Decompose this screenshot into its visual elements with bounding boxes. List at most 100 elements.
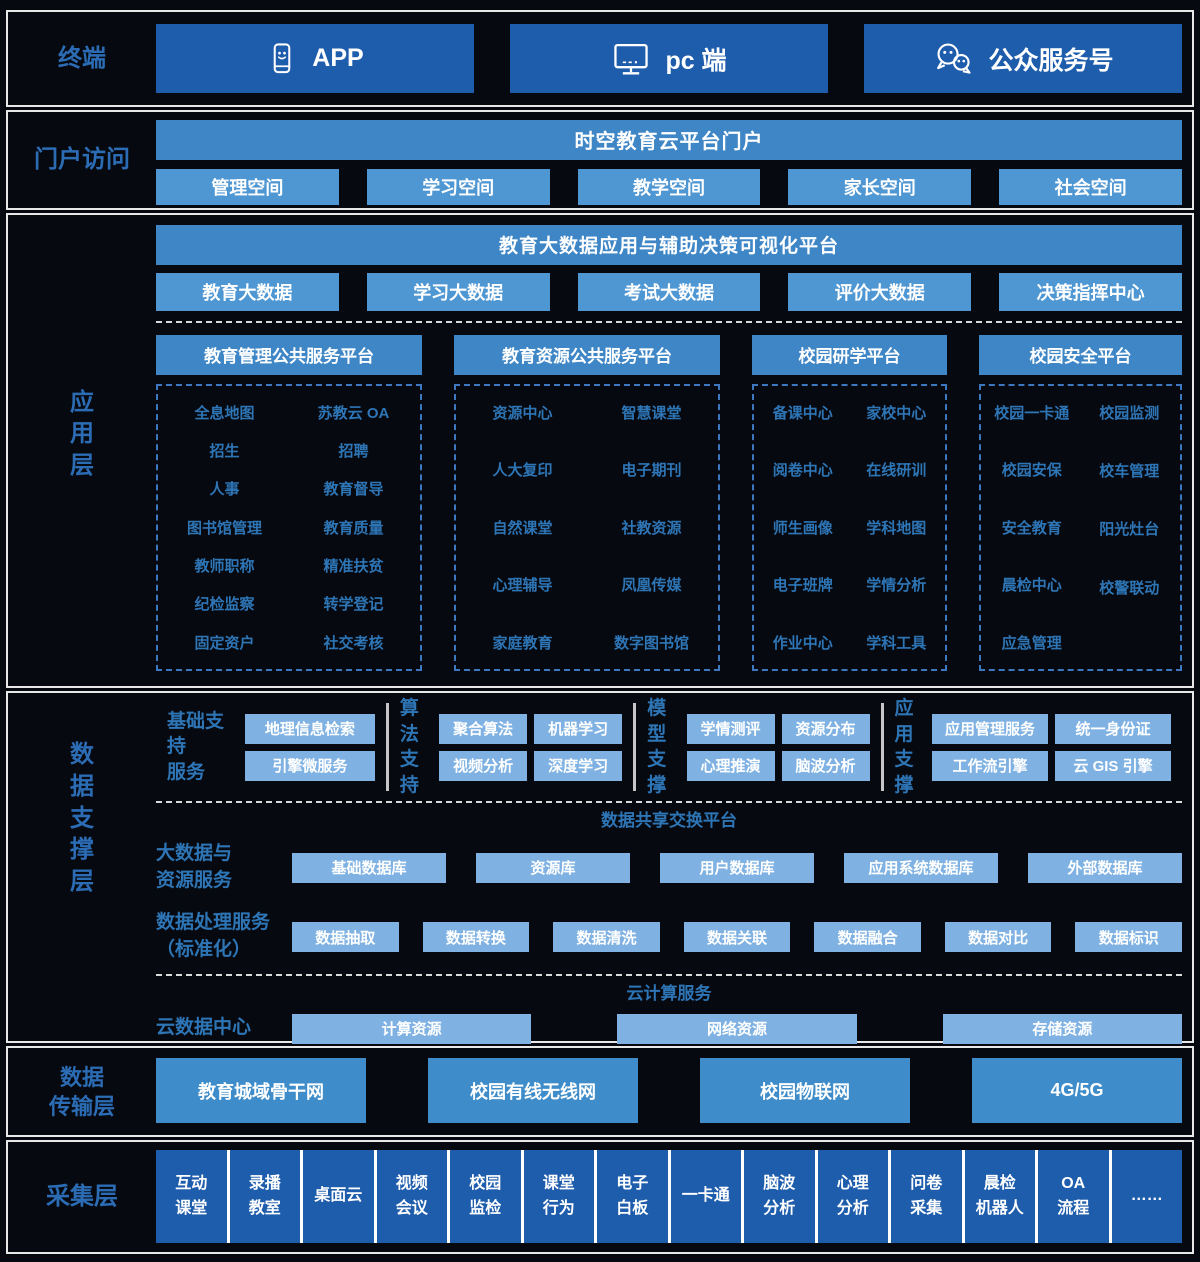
collection-source-button[interactable]: 桌面云 (303, 1150, 374, 1244)
platform-column: 全息地图 招生 人事 图书馆管理 教师职称 纪检监察 固定资户 (160, 402, 289, 653)
public-account-terminal-button[interactable]: 公众服务号 (864, 24, 1182, 93)
database-row: 大数据与 资源服务 基础数据库 资源库 用户数据库 应用系统数据库 外部数据库 (156, 841, 1182, 894)
support-service-button[interactable]: 云 GIS 引擎 (1055, 750, 1171, 781)
data-processing-button[interactable]: 数据转换 (422, 922, 530, 953)
collection-source-button[interactable]: 互动 课堂 (156, 1150, 227, 1244)
collection-source-button[interactable]: 校园 监检 (450, 1150, 521, 1244)
data-support-layer-label: 数 据 支 撑 层 (70, 741, 94, 895)
cloud-resource-row: 云数据中心 计算资源 网络资源 存储资源 (156, 1013, 1182, 1044)
data-processing-service-label: 数据处理服务 （标准化） (156, 912, 271, 961)
support-service-button[interactable]: 心理推演 (686, 750, 775, 781)
database-button[interactable]: 外部数据库 (1028, 852, 1182, 883)
bigdata-button[interactable]: 学习大数据 (366, 272, 550, 311)
space-button[interactable]: 社会空间 (999, 168, 1182, 205)
platform-item: 心理辅导 (492, 577, 553, 595)
bigdata-button[interactable]: 教育大数据 (156, 272, 339, 311)
bigdata-button[interactable]: 决策指挥中心 (999, 272, 1182, 311)
space-button[interactable]: 管理空间 (156, 168, 339, 205)
platform-item: 校警联动 (1099, 579, 1160, 597)
platform-header[interactable]: 教育管理公共服务平台 (156, 334, 422, 375)
cloud-resource-buttons: 计算资源 网络资源 存储资源 (292, 1013, 1182, 1044)
data-processing-button[interactable]: 数据标识 (1075, 922, 1183, 953)
support-service-button[interactable]: 视频分析 (439, 750, 528, 781)
collection-source-button[interactable]: 脑波 分析 (744, 1150, 815, 1244)
platform-item-box: 全息地图 招生 人事 图书馆管理 教师职称 纪检监察 固定资户 苏教云 OA 招聘 教育督导 教育… (156, 383, 422, 671)
collection-source-button[interactable]: 一卡通 (670, 1150, 741, 1244)
platform-item: 教育质量 (323, 519, 384, 537)
collection-source-button[interactable]: 视频 会议 (376, 1150, 447, 1244)
platform-item: 自然课堂 (492, 519, 553, 537)
platform-item: 人事 (209, 481, 240, 499)
collection-source-button[interactable]: 电子 白板 (597, 1150, 668, 1244)
collection-source-button[interactable]: 录播 教室 (229, 1150, 300, 1244)
platform-item: 阅卷中心 (772, 462, 833, 480)
bigdata-buttons: 教育大数据 学习大数据 考试大数据 评价大数据 决策指挥中心 (156, 272, 1182, 311)
bigdata-button[interactable]: 考试大数据 (577, 272, 761, 311)
data-processing-button[interactable]: 数据清洗 (553, 922, 660, 953)
support-service-button[interactable]: 地理信息检索 (244, 713, 375, 744)
collection-sources: 互动 课堂 录播 教室 桌面云 视频 会议 校园 监检 课堂 行为 电子 白板 一卡通 脑波 分… (156, 1150, 1182, 1244)
mobile-app-icon (266, 41, 298, 77)
collection-source-button[interactable]: 晨检 机器人 (964, 1150, 1035, 1244)
collection-source-button[interactable]: 问卷 采集 (891, 1150, 962, 1244)
platform-item: 苏教云 OA (317, 404, 390, 422)
portal-content: 时空教育云平台门户 管理空间 学习空间 教学空间 家长空间 社会空间 (156, 119, 1182, 205)
platform-item: 家庭教育 (492, 634, 553, 652)
platform-item: 校园监测 (1099, 404, 1160, 422)
application-support-group: 应用 支撑 应用管理服务 统一身份证 工作流引擎云 GIS 引擎 (880, 698, 1182, 796)
collection-source-button[interactable]: 心理 分析 (817, 1150, 888, 1244)
cloud-resource-button[interactable]: 存储资源 (942, 1013, 1182, 1044)
support-service-button[interactable]: 资源分布 (781, 713, 870, 744)
database-button[interactable]: 资源库 (476, 852, 630, 883)
data-processing-button[interactable]: 数据对比 (944, 922, 1052, 953)
support-service-button[interactable]: 深度学习 (534, 750, 623, 781)
platform-item-box: 资源中心 人大复印 自然课堂 心理辅导 家庭教育 智慧课堂 电子期刊 社教资源 凤凰传媒 数字图… (454, 383, 720, 671)
wechat-icon (932, 40, 974, 78)
support-service-button[interactable]: 工作流引擎 (932, 750, 1048, 781)
platform-item: 教师职称 (194, 558, 255, 576)
pc-terminal-button[interactable]: pc 端 (510, 24, 828, 93)
support-service-button[interactable]: 脑波分析 (781, 750, 870, 781)
collection-source-button[interactable]: 课堂 行为 (523, 1150, 594, 1244)
collection-layer-label: 采集层 (46, 1183, 118, 1211)
network-button[interactable]: 校园物联网 (700, 1058, 910, 1124)
app-terminal-button[interactable]: APP (156, 24, 474, 93)
portal-section: 门户访问 时空教育云平台门户 管理空间 学习空间 教学空间 家长空间 社会空间 (6, 109, 1194, 210)
platform-item: 全息地图 (194, 404, 255, 422)
support-service-button[interactable]: 聚合算法 (439, 713, 528, 744)
bigdata-resource-service-label: 大数据与 资源服务 (156, 843, 233, 891)
cloud-resource-button[interactable]: 计算资源 (292, 1013, 532, 1044)
database-button[interactable]: 基础数据库 (292, 852, 446, 883)
support-service-button[interactable]: 应用管理服务 (932, 713, 1048, 744)
data-processing-row: 数据处理服务 （标准化） 数据抽取 数据转换 数据清洗 数据关联 数据融合 数据对比 数据标… (156, 910, 1183, 963)
group-buttons: 地理信息检索 引擎微服务 (244, 713, 375, 781)
data-processing-button[interactable]: 数据融合 (814, 922, 921, 953)
platform-column: 苏教云 OA 招聘 教育督导 教育质量 精准扶贫 转学登记 社交考核 (289, 402, 418, 653)
platform-column: 智慧课堂 电子期刊 社教资源 凤凰传媒 数字图书馆 (587, 402, 716, 653)
platform-item: 招聘 (338, 443, 369, 461)
database-button[interactable]: 应用系统数据库 (844, 852, 998, 883)
space-button[interactable]: 教学空间 (577, 168, 761, 205)
space-button[interactable]: 学习空间 (366, 168, 550, 205)
network-button[interactable]: 校园有线无线网 (428, 1058, 638, 1124)
network-button[interactable]: 4G/5G (972, 1058, 1182, 1124)
space-button[interactable]: 家长空间 (788, 168, 972, 205)
support-service-button[interactable]: 统一身份证 (1055, 713, 1171, 744)
cloud-resource-button[interactable]: 网络资源 (617, 1013, 857, 1044)
network-buttons: 教育城域骨干网 校园有线无线网 校园物联网 4G/5G (156, 1048, 1182, 1124)
platform-header[interactable]: 校园研学平台 (752, 334, 948, 375)
collection-source-button[interactable]: …… (1111, 1150, 1182, 1244)
support-service-button[interactable]: 学情测评 (686, 713, 775, 744)
platform-header[interactable]: 教育资源公共服务平台 (454, 334, 720, 375)
terminal-button-label: pc 端 (665, 46, 727, 75)
support-service-button[interactable]: 引擎微服务 (244, 750, 375, 781)
collection-source-button[interactable]: OA 流程 (1038, 1150, 1109, 1244)
database-button[interactable]: 用户数据库 (660, 852, 814, 883)
support-service-button[interactable]: 机器学习 (534, 713, 623, 744)
bigdata-button[interactable]: 评价大数据 (788, 272, 972, 311)
platform-item: 学情分析 (866, 577, 927, 595)
data-processing-button[interactable]: 数据抽取 (292, 922, 399, 953)
platform-header[interactable]: 校园安全平台 (979, 334, 1182, 375)
data-processing-button[interactable]: 数据关联 (683, 922, 791, 953)
network-button[interactable]: 教育城域骨干网 (156, 1058, 366, 1124)
